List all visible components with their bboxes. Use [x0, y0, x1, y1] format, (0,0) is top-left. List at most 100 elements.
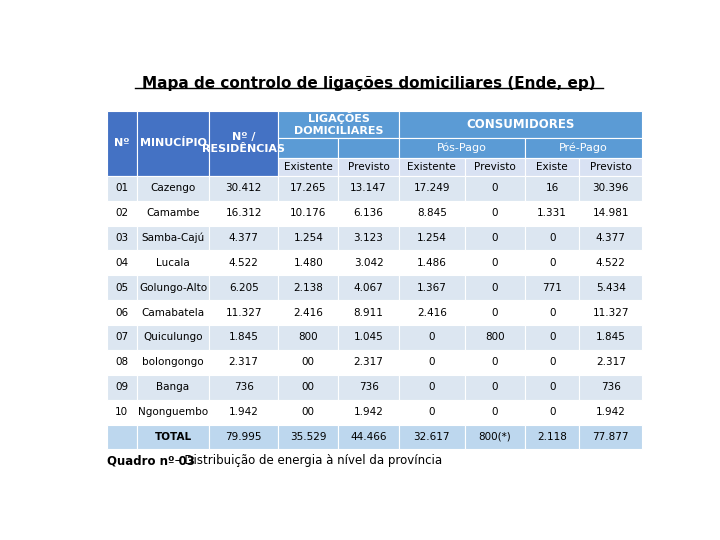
- Text: 0: 0: [549, 258, 555, 268]
- Bar: [107, 275, 137, 300]
- Bar: [579, 300, 642, 325]
- Text: Lucala: Lucala: [156, 258, 190, 268]
- Text: 00: 00: [302, 357, 315, 367]
- Text: 30.396: 30.396: [593, 183, 629, 193]
- Bar: [278, 138, 338, 158]
- Text: 800: 800: [485, 333, 505, 342]
- Text: 3.123: 3.123: [354, 233, 384, 243]
- Bar: [209, 251, 278, 275]
- Text: 02: 02: [115, 208, 128, 218]
- Bar: [278, 111, 399, 138]
- Text: 77.877: 77.877: [593, 432, 629, 442]
- Text: 06: 06: [115, 308, 128, 318]
- Bar: [209, 325, 278, 350]
- Text: 0: 0: [492, 382, 498, 392]
- Bar: [278, 424, 338, 449]
- Text: 07: 07: [115, 333, 128, 342]
- Bar: [338, 375, 399, 400]
- Bar: [278, 400, 338, 424]
- Text: 0: 0: [428, 357, 435, 367]
- Bar: [579, 176, 642, 201]
- Bar: [579, 251, 642, 275]
- Text: 0: 0: [428, 407, 435, 417]
- Text: 0: 0: [492, 208, 498, 218]
- Bar: [137, 251, 209, 275]
- Text: Previsto: Previsto: [590, 162, 631, 172]
- Text: 03: 03: [115, 233, 128, 243]
- Bar: [525, 158, 579, 176]
- Text: Cazengo: Cazengo: [150, 183, 196, 193]
- Text: 6.136: 6.136: [354, 208, 384, 218]
- Text: – Distribuição de energia à nível da província: – Distribuição de energia à nível da pro…: [171, 454, 442, 468]
- Bar: [137, 300, 209, 325]
- Text: 32.617: 32.617: [413, 432, 450, 442]
- Bar: [399, 138, 525, 158]
- Bar: [465, 201, 525, 226]
- Bar: [579, 201, 642, 226]
- Text: 4.377: 4.377: [229, 233, 258, 243]
- Bar: [338, 424, 399, 449]
- Bar: [137, 275, 209, 300]
- Text: 1.486: 1.486: [417, 258, 446, 268]
- Bar: [525, 300, 579, 325]
- Bar: [338, 275, 399, 300]
- Bar: [278, 251, 338, 275]
- Bar: [278, 176, 338, 201]
- Bar: [399, 275, 465, 300]
- Bar: [525, 176, 579, 201]
- Text: 08: 08: [115, 357, 128, 367]
- Bar: [579, 424, 642, 449]
- Text: 0: 0: [549, 333, 555, 342]
- Bar: [465, 226, 525, 251]
- Bar: [399, 350, 465, 375]
- Text: 1.045: 1.045: [354, 333, 384, 342]
- Text: 11.327: 11.327: [593, 308, 629, 318]
- Text: 09: 09: [115, 382, 128, 392]
- Bar: [465, 158, 525, 176]
- Text: 2.118: 2.118: [537, 432, 567, 442]
- Text: 8.845: 8.845: [417, 208, 446, 218]
- Text: 0: 0: [428, 382, 435, 392]
- Bar: [209, 201, 278, 226]
- Bar: [278, 158, 338, 176]
- Text: 1.845: 1.845: [596, 333, 626, 342]
- Text: 2.317: 2.317: [596, 357, 626, 367]
- Text: 10: 10: [115, 407, 128, 417]
- Bar: [137, 111, 209, 176]
- Bar: [107, 201, 137, 226]
- Text: Pré-Pago: Pré-Pago: [559, 143, 608, 153]
- Text: MINUCÍPIO: MINUCÍPIO: [140, 138, 207, 148]
- Text: Camambe: Camambe: [146, 208, 199, 218]
- Bar: [278, 275, 338, 300]
- Bar: [338, 201, 399, 226]
- Text: Quadro nº 03: Quadro nº 03: [107, 454, 194, 468]
- Bar: [579, 158, 642, 176]
- Bar: [278, 226, 338, 251]
- Bar: [579, 275, 642, 300]
- Text: 16.312: 16.312: [225, 208, 262, 218]
- Bar: [338, 176, 399, 201]
- Bar: [209, 226, 278, 251]
- Bar: [107, 300, 137, 325]
- Text: LIGAÇÕES
DOMICILIARES: LIGAÇÕES DOMICILIARES: [294, 112, 383, 136]
- Bar: [338, 325, 399, 350]
- Bar: [209, 176, 278, 201]
- Bar: [137, 226, 209, 251]
- Bar: [465, 424, 525, 449]
- Text: 00: 00: [302, 382, 315, 392]
- Text: 2.317: 2.317: [229, 357, 258, 367]
- Bar: [107, 251, 137, 275]
- Bar: [278, 350, 338, 375]
- Bar: [525, 325, 579, 350]
- Text: 4.067: 4.067: [354, 283, 384, 293]
- Bar: [525, 275, 579, 300]
- Text: Ngonguembo: Ngonguembo: [138, 407, 208, 417]
- Text: 79.995: 79.995: [225, 432, 262, 442]
- Text: 17.249: 17.249: [413, 183, 450, 193]
- Bar: [399, 325, 465, 350]
- Bar: [525, 138, 642, 158]
- Bar: [465, 375, 525, 400]
- Text: 0: 0: [492, 308, 498, 318]
- Text: 2.317: 2.317: [354, 357, 384, 367]
- Bar: [525, 400, 579, 424]
